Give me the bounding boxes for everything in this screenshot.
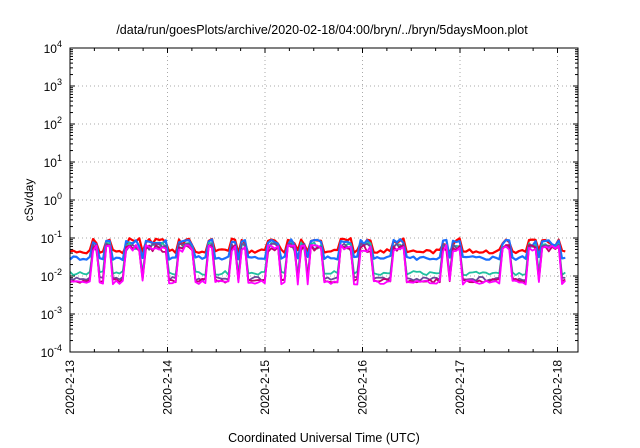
y-tick-label: 10-2 [41, 267, 62, 284]
series-line-2 [69, 238, 566, 262]
chart-title: /data/run/goesPlots/archive/2020-02-18/0… [116, 23, 528, 37]
series-line-6 [69, 244, 566, 286]
y-tick-exponent: -4 [54, 343, 62, 353]
y-tick-exponent: 0 [57, 191, 62, 201]
y-tick-label: 10-3 [41, 305, 62, 322]
y-tick-exponent: -3 [54, 305, 62, 315]
y-tick-exponent: -2 [54, 267, 62, 277]
grid [70, 48, 578, 352]
y-tick-base: 10 [44, 80, 58, 94]
x-tick-label: 2020-2-14 [161, 360, 175, 415]
y-tick-base: 10 [44, 118, 58, 132]
x-tick-label: 2020-2-13 [63, 360, 77, 415]
series-group [69, 237, 566, 286]
y-tick-exponent: 2 [57, 115, 62, 125]
y-tick-exponent: 1 [57, 153, 62, 163]
y-tick-label: 103 [44, 77, 62, 94]
y-tick-label: 104 [44, 39, 62, 56]
y-tick-base: 10 [44, 194, 58, 208]
plot-frame [69, 47, 579, 353]
y-axis-label: cSv/day [22, 179, 36, 222]
y-tick-label: 10-4 [41, 343, 62, 360]
y-tick-exponent: -1 [54, 229, 62, 239]
y-tick-base: 10 [41, 232, 55, 246]
x-tick-label: 2020-2-15 [258, 360, 272, 415]
x-tick-label: 2020-2-17 [453, 360, 467, 415]
y-tick-base: 10 [44, 42, 58, 56]
x-axis-label: Coordinated Universal Time (UTC) [228, 431, 420, 445]
y-tick-label: 10-1 [41, 229, 62, 246]
x-tick-label: 2020-2-18 [551, 360, 565, 415]
x-axis-ticks: 2020-2-13 2020-2-14 2020-2-15 2020-2-16 2020… [63, 48, 565, 415]
y-tick-label: 102 [44, 115, 62, 132]
y-tick-exponent: 4 [57, 39, 62, 49]
y-tick-exponent: 3 [57, 77, 62, 87]
y-tick-label: 101 [44, 153, 62, 170]
x-tick-label: 2020-2-16 [356, 360, 370, 415]
y-tick-label: 100 [44, 191, 62, 208]
y-tick-base: 10 [41, 270, 55, 284]
y-tick-base: 10 [44, 156, 58, 170]
y-tick-base: 10 [41, 308, 55, 322]
y-tick-base: 10 [41, 346, 55, 360]
